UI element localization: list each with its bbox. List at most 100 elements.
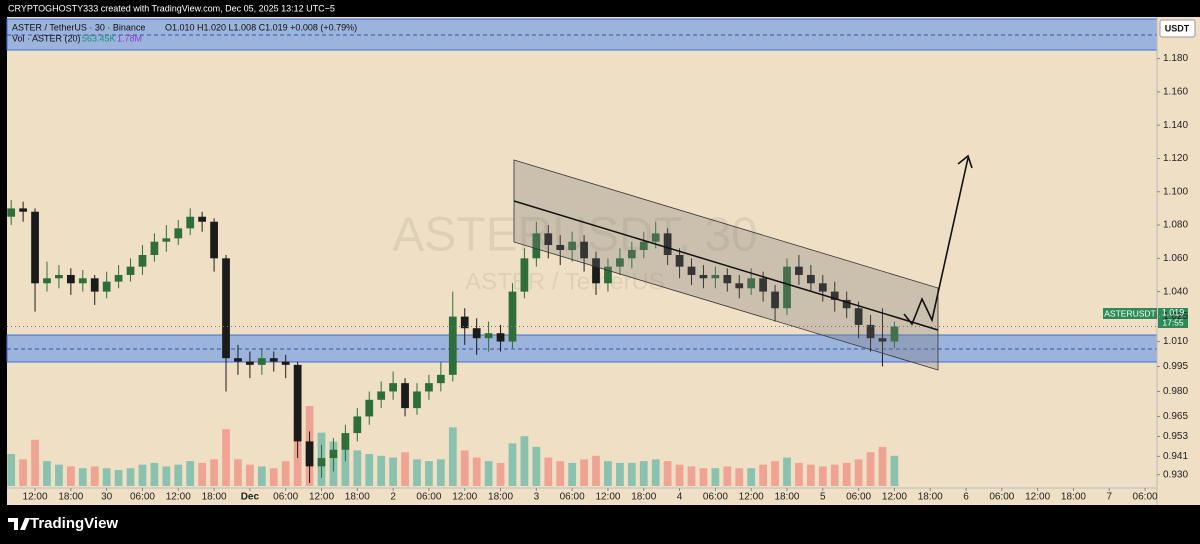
volume-bar [150,462,159,486]
volume-label: Vol · ASTER (20) [12,33,81,43]
candle-body [818,283,827,292]
volume-bar [639,461,648,486]
candle-body [246,361,254,365]
channel-mid [513,200,939,331]
candle-body [556,245,565,251]
candle-body [150,241,159,255]
y-tick-label: 1.060 [1163,253,1188,264]
volume-bar [747,468,756,486]
x-tick-label: 30 [101,492,113,503]
candle-body [795,266,803,275]
candle-body [78,278,87,284]
volume-bar [222,429,230,486]
volume-bar [448,427,457,486]
volume-bar [31,439,39,486]
candle-body [723,274,732,284]
currency: USDT [1165,23,1190,33]
volume-bar [234,459,242,486]
x-tick-label: 6 [963,492,969,503]
x-tick-label: 12:00 [1025,492,1050,503]
volume-bar [771,461,779,486]
brand-logo [8,518,30,530]
candle-body [365,399,374,417]
volume-bar [735,468,744,486]
x-tick-label: 06:00 [1133,492,1158,503]
volume-bar [795,462,803,486]
candle-body [174,228,183,239]
volume-bar [78,468,87,486]
volume-bar [699,468,708,486]
candle-body [401,383,409,409]
brand: TradingView [30,515,118,532]
y-tick-label: 1.140 [1163,120,1188,131]
volume-bar [436,459,445,486]
x-tick-label: 18:00 [918,492,943,503]
volume-bar [627,462,636,486]
candle-body [126,266,135,275]
volume-bar [842,462,851,486]
volume-bar [890,455,899,486]
volume-bar [210,459,218,486]
volume-bar [365,454,374,486]
candle-body [747,278,756,289]
volume-bar [126,468,135,486]
volume-bar [508,443,517,486]
volume-bar [90,466,99,486]
candle-body [377,391,386,400]
candle-body [281,361,290,365]
candle-body [7,208,16,217]
candle-body [389,383,397,392]
candle-body [604,266,612,284]
candle-body [675,254,684,267]
candle-body [448,316,457,375]
x-tick-label: 18:00 [202,492,227,503]
candle-body [222,258,230,359]
volume-bar [544,457,553,486]
volume-bar [401,452,409,486]
volume-bar [162,466,171,486]
candle-body [806,274,815,284]
volume-bar [19,459,27,486]
arrow-head [957,154,973,169]
candle-body [687,266,696,275]
x-tick-label: 18:00 [488,492,513,503]
candle-body [305,441,314,467]
candle-body [234,358,242,362]
volume-bar [759,464,768,486]
x-tick-label: 06:00 [560,492,585,503]
candle-body [257,358,266,365]
countdown: 17:55 [1162,317,1184,327]
symbol-tag [1103,308,1157,319]
x-tick-label: 06:00 [846,492,871,503]
y-tick-label: 0.930 [1163,469,1188,480]
x-tick-label: 12:00 [309,492,334,503]
credit: CRYPTOGHOSTY333 created with TradingView… [8,3,335,13]
x-tick-label: 18:00 [631,492,656,503]
candle-body [198,216,207,222]
y-tick-label: 1.160 [1163,87,1188,98]
candle-body [866,324,875,339]
candle-body [854,308,863,325]
candle-body [759,278,768,292]
volume-bar [174,464,183,486]
projection-arrow [903,157,969,326]
candle-body [651,233,660,242]
candle-body [616,258,624,267]
volume-bar [866,452,875,486]
volume-bar [616,462,624,486]
candle-body [532,233,541,259]
volume-bar [102,468,111,486]
volume-bar [663,461,672,486]
volume-bar [818,466,827,486]
volume-bar [580,459,588,486]
y-tick-label: 0.965 [1163,411,1188,422]
candle-body [102,281,111,292]
volume-bar [651,459,660,486]
volume-bar [377,455,386,486]
volume-bar [687,466,696,486]
candle-body [484,333,493,339]
candle-body [293,364,302,442]
volume-value: 563.45K [82,33,116,43]
x-tick-label: 12:00 [595,492,620,503]
